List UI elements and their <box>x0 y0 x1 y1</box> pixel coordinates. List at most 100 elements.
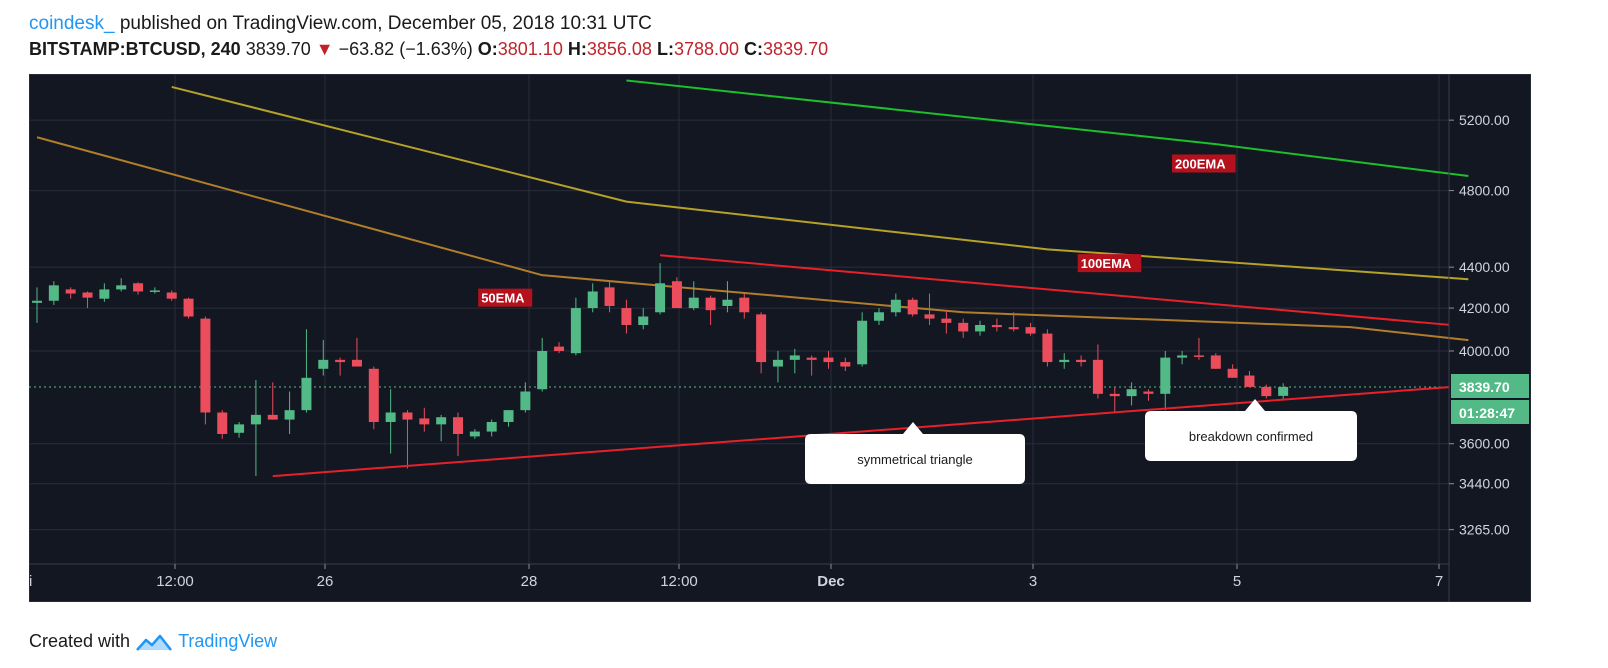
candle-body <box>1059 359 1070 363</box>
price-axis[interactable]: 5200.00 4800.00 4400.00 4200.00 4000.00 3600.… <box>1448 74 1529 602</box>
candle-body <box>1261 386 1272 397</box>
countdown-badge-label: 01:28:47 <box>1459 405 1515 421</box>
ema-label-bg <box>1172 154 1236 173</box>
open-value: 3801.10 <box>497 39 563 59</box>
candle-body <box>250 414 261 425</box>
candle-body <box>453 417 463 434</box>
candle-body <box>116 285 127 290</box>
close-value: 3839.70 <box>763 39 829 59</box>
candle-body <box>385 412 396 422</box>
candle-body <box>1143 391 1154 394</box>
time-tick-label: Dec <box>817 573 845 590</box>
trendline-upper <box>659 254 1450 326</box>
chart-container[interactable]: 200EMA 100EMA 50EMA symmetrical triangle bre… <box>28 73 1579 626</box>
candle-body <box>301 377 312 411</box>
candle-body <box>267 414 278 420</box>
candle-body <box>1210 355 1221 369</box>
candle-body <box>874 312 884 321</box>
candle-body <box>32 300 42 303</box>
candle-body <box>756 314 767 363</box>
candle-body <box>1042 333 1053 363</box>
candle-body <box>1008 327 1019 330</box>
annotation-labels: 200EMA 100EMA 50EMA symmetrical triangle bre… <box>478 154 1357 484</box>
candle-body <box>234 424 245 433</box>
chart-header: coindesk_ published on TradingView.com, … <box>29 13 1569 65</box>
callout-bubble <box>805 422 1025 484</box>
candle-body <box>48 285 59 301</box>
candle-body <box>133 283 144 292</box>
candle-body <box>486 421 497 432</box>
author-link[interactable]: coindesk_ <box>29 13 115 34</box>
ema-label-bg <box>1077 254 1142 273</box>
candles <box>32 263 1289 477</box>
candle-body <box>638 316 649 325</box>
time-tick-label: 12:00 <box>660 573 698 590</box>
down-arrow-icon: ▼ <box>315 39 334 59</box>
time-tick-label: 12:00 <box>156 573 194 590</box>
candle-body <box>789 355 800 360</box>
candle-body <box>1076 359 1087 363</box>
candle-body <box>335 359 346 363</box>
candle-body <box>975 324 986 332</box>
candle-body <box>1025 327 1036 334</box>
candle-body <box>520 391 531 411</box>
published-text: published on TradingView.com, December 0… <box>119 13 652 34</box>
created-with-text: Created with <box>29 631 131 651</box>
candle-body <box>318 359 329 369</box>
callout-bubble <box>1145 399 1357 461</box>
price-tick-label: 3440.00 <box>1459 476 1510 492</box>
last-price-badge <box>1451 373 1529 398</box>
price-tick-label: 4000.00 <box>1459 343 1510 359</box>
candle-body <box>1177 355 1188 358</box>
candle-body <box>840 362 851 367</box>
price-tick-label: 3265.00 <box>1459 522 1510 538</box>
price-change: −63.82 (−1.63%) <box>338 39 473 59</box>
candle-body <box>284 410 295 420</box>
candle-body <box>621 308 632 325</box>
candle-body <box>351 359 362 367</box>
tradingview-link[interactable]: TradingView <box>178 631 278 651</box>
candle-body <box>671 281 682 309</box>
candle-body <box>772 359 783 367</box>
candle-body <box>1126 389 1137 397</box>
ema-label-bg <box>478 288 533 307</box>
candle-body <box>1092 359 1103 394</box>
ema-label-text: 50EMA <box>481 291 525 306</box>
time-axis[interactable]: 12:00 26 28 12:00 Dec 3 5 7 i <box>29 563 1449 590</box>
last-price: 3839.70 <box>245 39 311 59</box>
candle-body <box>570 308 581 354</box>
price-tick-label: 4400.00 <box>1459 259 1510 275</box>
candle-body <box>722 299 733 306</box>
candle-body <box>823 357 834 363</box>
candle-body <box>688 297 699 309</box>
countdown-badge <box>1451 399 1529 424</box>
price-tick-label: 5200.00 <box>1459 112 1510 128</box>
candle-body <box>705 297 716 311</box>
price-chart[interactable]: 200EMA 100EMA 50EMA symmetrical triangle bre… <box>28 73 1532 603</box>
ema50-line <box>36 136 1469 342</box>
price-tick-label: 4800.00 <box>1459 183 1510 199</box>
callout-text: symmetrical triangle <box>857 452 973 467</box>
time-tick-label: 28 <box>521 573 538 590</box>
symbol-line: BITSTAMP:BTCUSD, 240 3839.70 ▼ −63.82 (−… <box>29 39 1569 65</box>
ema100-line <box>171 85 1469 281</box>
ema-label-text: 100EMA <box>1081 256 1132 271</box>
candle-body <box>469 431 480 437</box>
candle-body <box>907 299 918 315</box>
candle-body <box>82 292 93 298</box>
candle-body <box>587 291 598 309</box>
candle-body <box>890 299 901 313</box>
ema-label-text: 200EMA <box>1175 157 1226 172</box>
candle-body <box>402 412 413 420</box>
candle-body <box>537 351 548 390</box>
candle-body <box>806 357 817 360</box>
candle-body <box>183 298 194 317</box>
symbol-label: BITSTAMP:BTCUSD, 240 <box>29 39 241 59</box>
candle-body <box>503 410 514 422</box>
candle-body <box>1160 357 1171 394</box>
high-label: H: <box>567 39 587 59</box>
grid-lines <box>29 74 1449 564</box>
chart-background <box>28 73 1532 603</box>
publish-line: coindesk_ published on TradingView.com, … <box>29 13 1569 39</box>
price-tick-label: 3600.00 <box>1459 436 1510 452</box>
